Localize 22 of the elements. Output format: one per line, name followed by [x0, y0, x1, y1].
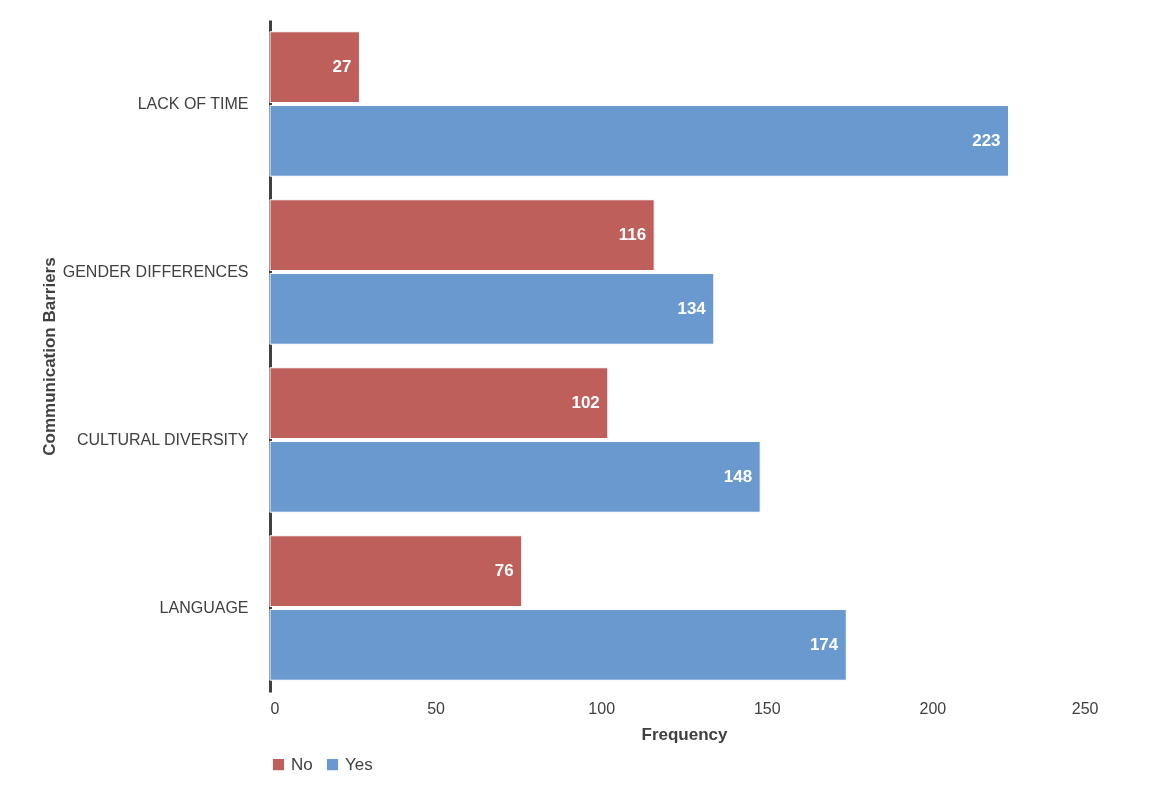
y-tick-label: LACK OF TIME [137, 95, 249, 112]
y-tick-label: LANGUAGE [159, 599, 249, 616]
data-label: 27 [332, 57, 352, 77]
data-label: 134 [677, 298, 707, 318]
data-label: 116 [618, 225, 647, 245]
y-tick-label: GENDER DIFFERENCES [62, 263, 249, 280]
x-tick-label: 0 [270, 699, 280, 717]
data-label: 148 [723, 466, 753, 486]
y-axis-title: Communication Barriers [39, 257, 59, 456]
legend-label: No [291, 754, 313, 774]
data-label: 174 [809, 634, 839, 654]
y-tick-label: CULTURAL DIVERSITY [76, 431, 249, 448]
x-tick-label: 50 [427, 699, 446, 717]
x-tick-label: 200 [919, 699, 947, 717]
x-tick-label: 250 [1071, 699, 1099, 717]
x-tick-label: 150 [753, 699, 781, 717]
data-label: 223 [972, 130, 1001, 150]
data-label: 102 [571, 393, 600, 413]
x-axis-title: Frequency [641, 724, 729, 744]
data-label: 76 [494, 561, 514, 581]
x-tick-label: 100 [588, 699, 616, 717]
legend-label: Yes [345, 754, 373, 774]
